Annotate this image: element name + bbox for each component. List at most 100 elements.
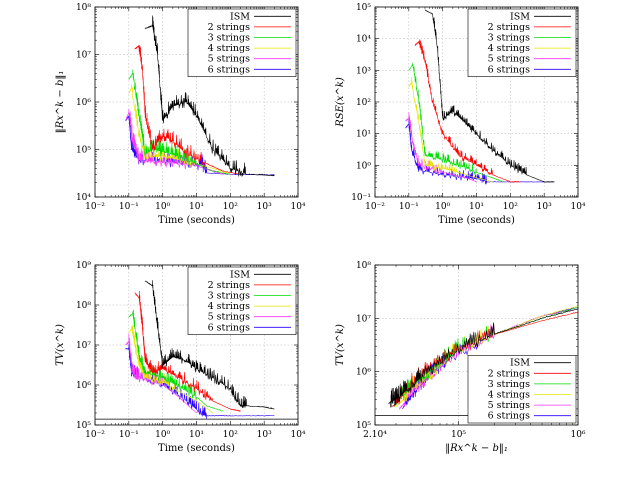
series-group — [405, 9, 555, 185]
legend-label: 4 strings — [208, 43, 251, 54]
series-line-2-strings — [414, 39, 521, 183]
x-axis-label: Time (seconds) — [438, 215, 515, 226]
x-tick-label: 10³ — [257, 202, 272, 212]
y-tick-label: 10⁶ — [356, 368, 371, 378]
series-line-3-strings — [408, 62, 504, 183]
x-tick-label: 10³ — [257, 430, 272, 440]
y-ticks: 10⁻¹ 10⁰ 10¹ 10² 10³ 10⁴ 10⁵ — [351, 3, 578, 203]
series-line-ism — [144, 280, 275, 410]
x-ticks: 10⁻² 10⁻¹ 10⁰ 10¹ 10² 10³ 10⁴ — [85, 7, 306, 212]
series-line-ism — [388, 308, 578, 408]
legend-label: 6 strings — [488, 411, 531, 422]
legend-label: 4 strings — [488, 390, 531, 401]
legend-label: 6 strings — [208, 64, 251, 75]
y-tick-label: 10² — [356, 98, 371, 108]
x-tick-label: 10⁶ — [570, 430, 585, 440]
y-tick-label: 10⁹ — [76, 261, 91, 271]
legend-label: ISM — [510, 11, 530, 22]
y-tick-label: 10⁶ — [76, 98, 91, 108]
legend-label: 3 strings — [488, 33, 531, 44]
legend-box — [467, 8, 577, 77]
x-tick-label: 10⁻¹ — [399, 202, 419, 212]
y-tick-label: 10¹ — [356, 130, 371, 140]
x-tick-label: 10⁴ — [290, 430, 305, 440]
x-tick-label: 10⁴ — [570, 202, 585, 212]
panel-tv-vs-time: 10⁻² 10⁻¹ 10⁰ 10¹ 10² 10³ 10⁴ 10⁵ 10⁶ 10⁷ 10⁸ 10⁹ Ti… — [55, 261, 306, 454]
y-tick-label: 10⁸ — [76, 301, 91, 311]
y-tick-label: 10⁵ — [76, 146, 91, 156]
legend-label: 5 strings — [208, 54, 251, 65]
y-tick-label: 10⁸ — [356, 261, 371, 271]
x-tick-label: 10⁻² — [85, 430, 105, 440]
x-axis-label: Time (seconds) — [158, 215, 235, 226]
x-tick-label: 10⁰ — [155, 430, 170, 440]
series-line-2-strings — [134, 290, 241, 412]
legend-label: ISM — [510, 358, 530, 369]
series-group — [388, 305, 578, 410]
legend-label: 2 strings — [208, 22, 251, 33]
y-tick-label: 10⁵ — [356, 3, 371, 13]
y-tick-label: 10⁷ — [76, 51, 91, 61]
series-line-6-strings — [405, 117, 555, 185]
x-tick-label: 10³ — [537, 202, 552, 212]
x-axis-label: ‖Rx^k − b‖₁ — [445, 443, 508, 454]
x-tick-label: 10² — [223, 202, 238, 212]
y-axis-label: RSE(x^k) — [335, 77, 346, 128]
x-tick-label: 2.10⁴ — [363, 430, 387, 440]
series-line-5-strings — [125, 108, 223, 175]
legend-label: 4 strings — [488, 43, 531, 54]
series-line-ism — [424, 9, 555, 183]
series-line-5-strings — [405, 112, 477, 183]
series-line-3-strings — [128, 309, 224, 412]
y-axis-label: TV(x^k) — [55, 324, 66, 366]
x-tick-label: 10⁻² — [365, 202, 385, 212]
x-tick-label: 10⁰ — [435, 202, 450, 212]
x-axis-label: Time (seconds) — [158, 443, 235, 454]
legend-label: 2 strings — [488, 368, 531, 379]
x-tick-label: 10⁻² — [85, 202, 105, 212]
legend-label: 3 strings — [208, 291, 251, 302]
legend-box — [187, 266, 297, 335]
y-tick-label: 10⁵ — [356, 421, 371, 431]
legend-label: 3 strings — [488, 379, 531, 390]
series-group — [125, 280, 275, 420]
x-tick-label: 10² — [223, 430, 238, 440]
x-ticks: 10⁻² 10⁻¹ 10⁰ 10¹ 10² 10³ 10⁴ — [365, 7, 586, 212]
series-line-3-strings — [128, 69, 231, 175]
legend-label: 6 strings — [208, 322, 251, 333]
x-tick-label: 10² — [503, 202, 518, 212]
y-tick-label: 10⁵ — [76, 421, 91, 431]
legend-box — [187, 8, 297, 77]
legend-label: 3 strings — [208, 33, 251, 44]
x-ticks: 10⁻² 10⁻¹ 10⁰ 10¹ 10² 10³ 10⁴ — [85, 265, 306, 440]
x-tick-label: 10⁻¹ — [119, 430, 139, 440]
y-tick-label: 10³ — [356, 66, 371, 76]
x-ticks: 2.10⁴ 10⁵ 10⁶ — [363, 265, 586, 440]
series-line-5-strings — [125, 333, 197, 414]
series-line-4-strings — [408, 76, 493, 183]
legend-label: 5 strings — [208, 312, 251, 323]
series-line-4-strings — [128, 324, 213, 414]
plot-frame — [374, 264, 579, 426]
series-line-6-strings — [125, 342, 275, 420]
x-tick-label: 10¹ — [189, 202, 204, 212]
legend-label: 6 strings — [488, 64, 531, 75]
y-tick-label: 10⁶ — [76, 381, 91, 391]
legend-label: 2 strings — [208, 280, 251, 291]
panel-residual-vs-time: 10⁻² 10⁻¹ 10⁰ 10¹ 10² 10³ 10⁴ 10⁴ 10⁵ 10⁶ 10⁷ 10⁸ Ti… — [55, 3, 306, 226]
y-tick-label: 10⁷ — [356, 314, 371, 324]
series-line-ism — [144, 15, 275, 177]
panel-rse-vs-time: 10⁻² 10⁻¹ 10⁰ 10¹ 10² 10³ 10⁴10⁻¹10⁰10¹10²10³1… — [335, 3, 586, 226]
legend-label: 5 strings — [488, 400, 531, 411]
legend-box — [467, 355, 577, 424]
y-tick-label: 10⁸ — [76, 3, 91, 13]
y-axis-label: ‖Rx^k − b‖₁ — [55, 71, 66, 134]
series-line-2-strings — [134, 44, 241, 175]
x-tick-label: 10¹ — [189, 430, 204, 440]
y-axis-label: TV(x^k) — [335, 324, 346, 366]
